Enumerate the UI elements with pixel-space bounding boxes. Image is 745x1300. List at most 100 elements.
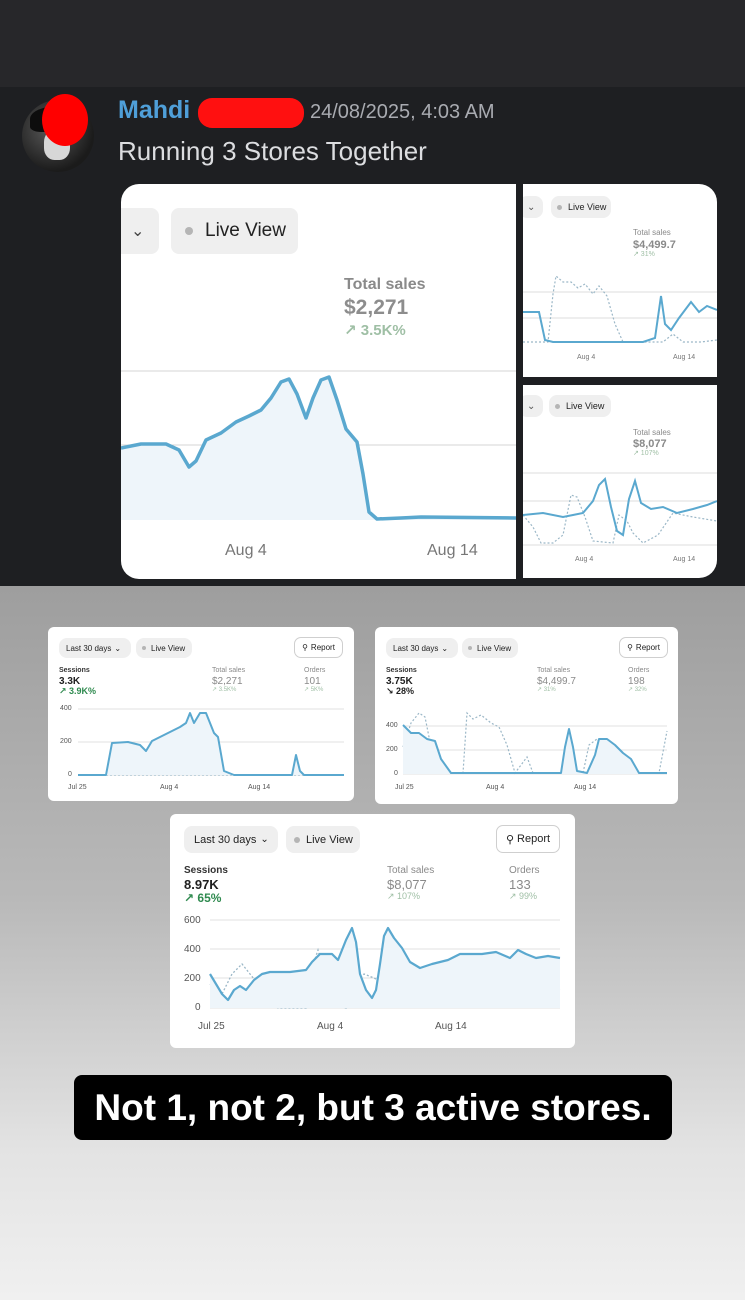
live-dot-icon bbox=[185, 227, 193, 235]
message-timestamp: 24/08/2025, 4:03 AM bbox=[310, 101, 495, 123]
y-tick-label: 600 bbox=[184, 915, 201, 926]
sessions-series-area bbox=[403, 725, 667, 774]
range-dropdown[interactable]: ⌄ bbox=[121, 208, 159, 254]
total-sales-label: Total sales bbox=[537, 667, 571, 674]
report-button[interactable]: ⚲ Report bbox=[294, 637, 343, 658]
y-tick-label: 400 bbox=[386, 722, 398, 729]
sessions-series-area bbox=[210, 928, 560, 1008]
total-sales-change: ↗ 31% bbox=[537, 687, 556, 693]
y-tick-label: 200 bbox=[184, 973, 201, 984]
comparison-series-line bbox=[523, 494, 717, 544]
total-sales-label: Total sales bbox=[344, 276, 426, 293]
sales-series-line bbox=[523, 476, 717, 537]
sessions-series-area bbox=[78, 713, 344, 775]
report-icon: ⚲ bbox=[627, 643, 633, 652]
sessions-series-line bbox=[78, 712, 344, 776]
live-view-label: Live View bbox=[477, 643, 512, 653]
orders-change: ↗ 32% bbox=[628, 687, 647, 693]
sessions-series-line bbox=[209, 926, 561, 1002]
x-tick-label: Aug 14 bbox=[248, 784, 271, 791]
sessions-chart bbox=[402, 711, 668, 775]
small-screenshot-card-b[interactable]: ⌄ Live View Total sales $8,077 ↗ 107% Au… bbox=[523, 385, 717, 578]
orders-change: ↗ 99% bbox=[509, 891, 538, 901]
range-dropdown[interactable]: ⌄ bbox=[523, 395, 543, 417]
x-tick-label: Jul 25 bbox=[68, 784, 87, 791]
total-sales-label: Total sales bbox=[212, 667, 246, 674]
report-icon: ⚲ bbox=[302, 643, 308, 652]
chevron-down-icon: ⌄ bbox=[260, 834, 269, 845]
sessions-label: Sessions bbox=[184, 865, 228, 876]
caption-banner: Not 1, not 2, but 3 active stores. bbox=[74, 1075, 672, 1140]
live-view-button[interactable]: Live View bbox=[549, 395, 611, 417]
date-range-dropdown[interactable]: Last 30 days ⌄ bbox=[386, 638, 458, 658]
x-tick-label: Aug 4 bbox=[577, 354, 596, 361]
x-tick-label: Aug 4 bbox=[317, 1021, 344, 1032]
x-tick-label: Aug 14 bbox=[435, 1021, 467, 1032]
y-tick-label: 0 bbox=[68, 771, 72, 778]
y-tick-label: 400 bbox=[60, 705, 72, 712]
orders-value: 198 bbox=[628, 676, 645, 687]
report-button[interactable]: ⚲ Report bbox=[496, 825, 560, 853]
live-view-button[interactable]: Live View bbox=[462, 638, 518, 658]
total-sales-value: $2,271 bbox=[212, 676, 243, 687]
x-tick-label: Jul 25 bbox=[395, 784, 414, 791]
report-label: Report bbox=[310, 643, 335, 652]
date-range-dropdown[interactable]: Last 30 days ⌄ bbox=[184, 826, 278, 853]
sessions-label: Sessions bbox=[59, 667, 90, 674]
store-card-3[interactable]: Last 30 days ⌄ Live View ⚲ Report Sessio… bbox=[170, 814, 575, 1048]
x-tick-label: Aug 14 bbox=[673, 354, 696, 361]
chevron-down-icon: ⌄ bbox=[527, 400, 536, 412]
live-dot-icon bbox=[142, 646, 146, 650]
live-dot-icon bbox=[555, 403, 560, 409]
live-view-label: Live View bbox=[306, 833, 353, 846]
date-range-label: Last 30 days bbox=[393, 643, 439, 653]
total-sales-change: ↗ 3.5K% bbox=[212, 687, 237, 693]
big-screenshot-card[interactable]: ⌄ Live View Total sales $2,271 ↗ 3.5K% A… bbox=[121, 184, 516, 579]
report-button[interactable]: ⚲ Report bbox=[619, 637, 668, 658]
chevron-down-icon: ⌄ bbox=[114, 643, 122, 653]
orders-value: 133 bbox=[509, 877, 531, 892]
x-tick-label: Aug 4 bbox=[486, 784, 505, 791]
total-sales-label: Total sales bbox=[633, 228, 671, 237]
orders-value: 101 bbox=[304, 676, 321, 687]
date-range-dropdown[interactable]: Last 30 days ⌄ bbox=[59, 638, 131, 658]
y-tick-label: 0 bbox=[195, 1002, 201, 1013]
x-tick-label: Aug 4 bbox=[160, 784, 179, 791]
x-tick-label: Aug 4 bbox=[575, 556, 594, 563]
sessions-chart bbox=[78, 708, 344, 776]
live-view-button[interactable]: Live View bbox=[551, 196, 611, 218]
sales-series-line bbox=[121, 375, 516, 521]
live-dot-icon bbox=[294, 836, 300, 843]
live-view-button[interactable]: Live View bbox=[136, 638, 192, 658]
report-icon: ⚲ bbox=[505, 833, 515, 846]
y-tick-label: 400 bbox=[184, 944, 201, 955]
message-author[interactable]: Mahdi bbox=[118, 96, 191, 124]
y-tick-label: 0 bbox=[394, 770, 398, 777]
chevron-down-icon: ⌄ bbox=[441, 643, 449, 653]
sales-series-area bbox=[121, 377, 516, 520]
small-screenshot-card-a[interactable]: ⌄ Live View Total sales $4,499.7 ↗ 31% A… bbox=[523, 184, 717, 377]
total-sales-change: ↗ 31% bbox=[633, 251, 655, 258]
orders-change: ↗ 5K% bbox=[304, 687, 324, 693]
live-dot-icon bbox=[468, 646, 472, 650]
live-view-button[interactable]: Live View bbox=[171, 208, 298, 254]
total-sales-label: Total sales bbox=[387, 865, 435, 876]
y-tick-label: 200 bbox=[386, 746, 398, 753]
total-sales-value: $4,499.7 bbox=[537, 676, 576, 687]
orders-label: Orders bbox=[628, 667, 650, 674]
live-dot-icon bbox=[557, 204, 562, 210]
live-view-button[interactable]: Live View bbox=[286, 826, 360, 853]
sessions-series-line bbox=[402, 724, 667, 774]
y-tick-label: 200 bbox=[60, 738, 72, 745]
store-card-2[interactable]: Last 30 days ⌄ Live View ⚲ Report Sessio… bbox=[375, 627, 678, 804]
range-dropdown[interactable]: ⌄ bbox=[523, 196, 543, 218]
store-card-1[interactable]: Last 30 days ⌄ Live View ⚲ Report Sessio… bbox=[48, 627, 354, 801]
sessions-change: ↗ 65% bbox=[184, 891, 222, 905]
total-sales-label: Total sales bbox=[633, 428, 671, 437]
live-view-label: Live View bbox=[205, 220, 286, 241]
total-sales-change: ↗ 107% bbox=[387, 891, 421, 901]
total-sales-value: $8,077 bbox=[633, 438, 667, 450]
comparison-series-line bbox=[523, 274, 717, 343]
chevron-down-icon: ⌄ bbox=[131, 223, 145, 240]
sessions-chart bbox=[209, 919, 561, 1009]
